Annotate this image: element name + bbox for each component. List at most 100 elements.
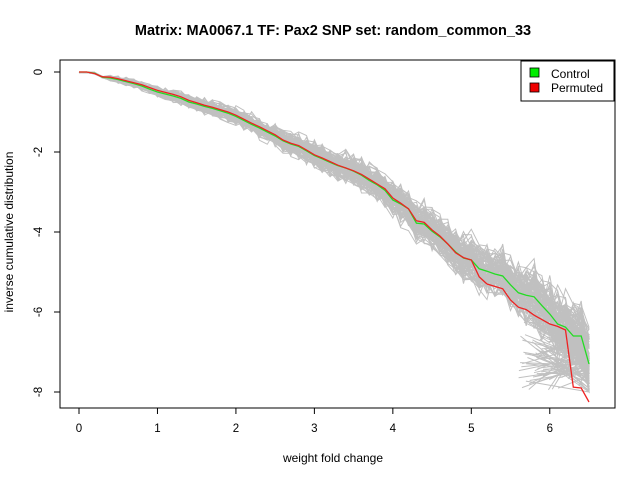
y-tick-label: -2 — [33, 147, 45, 157]
background-series-line — [79, 71, 590, 369]
background-series-line — [78, 71, 590, 364]
background-series-line — [78, 71, 590, 361]
background-series-line — [79, 71, 591, 359]
legend-label-permuted: Permuted — [551, 81, 603, 95]
x-tick-label: 5 — [468, 423, 474, 435]
background-series-line — [79, 71, 590, 394]
background-series-group — [78, 71, 591, 394]
background-series-line — [79, 71, 590, 369]
x-tick-label: 1 — [154, 423, 160, 435]
background-series-line — [78, 71, 590, 372]
background-series-line — [78, 71, 590, 394]
background-series-line — [78, 71, 590, 376]
x-tick-label: 4 — [390, 423, 397, 435]
background-series-line — [78, 71, 590, 370]
background-series-line — [78, 71, 590, 377]
background-series-line — [78, 71, 590, 373]
background-series-line — [78, 71, 590, 375]
series-line-control — [79, 71, 590, 365]
background-series-line — [78, 71, 590, 393]
y-axis: 0 -2 -4 -6 -8 — [33, 69, 61, 397]
background-series-line — [78, 72, 590, 390]
background-series-line — [78, 71, 590, 377]
background-series-line — [78, 71, 590, 378]
legend-swatch-permuted — [529, 82, 540, 93]
background-series-line — [79, 72, 590, 356]
x-tick-label: 6 — [547, 423, 553, 435]
background-series-line — [79, 71, 590, 365]
background-series-line — [79, 71, 590, 372]
x-tick-label: 2 — [233, 423, 239, 435]
background-series-line — [78, 72, 590, 367]
background-series-line — [78, 71, 590, 379]
background-series-line — [79, 71, 591, 361]
y-tick-label: -4 — [33, 226, 45, 237]
x-axis-label: weight fold change — [282, 451, 383, 465]
legend-box — [520, 60, 615, 102]
chart-title: Matrix: MA0067.1 TF: Pax2 SNP set: rando… — [135, 23, 531, 39]
background-series-line — [78, 71, 590, 364]
background-series-line — [78, 71, 590, 356]
y-tick-label: 0 — [33, 69, 45, 75]
background-series-line — [78, 71, 590, 378]
background-series-line — [78, 71, 590, 375]
background-series-line — [78, 71, 590, 385]
background-series-line — [78, 71, 590, 389]
background-series-line — [79, 71, 590, 373]
background-series-line — [78, 71, 590, 390]
background-series-line — [78, 71, 590, 384]
background-series-line — [78, 71, 590, 358]
background-series-line — [78, 71, 591, 385]
x-tick-label: 0 — [76, 423, 82, 435]
background-series-line — [78, 71, 590, 384]
background-series-line — [78, 71, 590, 369]
x-tick-label: 3 — [311, 423, 317, 435]
background-series-line — [79, 71, 590, 372]
legend-label-control: Control — [551, 67, 590, 81]
background-series-line — [78, 71, 590, 387]
background-series-line — [78, 71, 590, 367]
background-series-line — [78, 71, 590, 365]
background-series-line — [79, 71, 590, 381]
plot-frame — [59, 59, 616, 409]
background-series-line — [78, 71, 591, 390]
background-series-line — [79, 71, 590, 368]
background-series-line — [78, 71, 590, 371]
x-axis: 0 1 2 3 4 5 6 — [76, 407, 553, 435]
background-series-line — [78, 71, 590, 369]
background-series-line — [78, 71, 590, 369]
background-series-line — [78, 71, 590, 388]
background-series-line — [78, 71, 590, 366]
background-series-line — [79, 71, 590, 374]
background-series-line — [78, 71, 590, 379]
background-series-line — [78, 71, 590, 379]
background-series-line — [79, 71, 590, 368]
background-series-line — [78, 71, 590, 393]
background-series-line — [79, 71, 590, 362]
background-series-line — [79, 71, 590, 368]
background-series-line — [78, 71, 590, 367]
background-series-line — [79, 71, 590, 361]
background-series-line — [79, 71, 590, 378]
background-series-line — [78, 71, 590, 356]
background-series-line — [78, 71, 590, 363]
background-series-line — [79, 71, 590, 378]
legend-swatch-control — [529, 67, 540, 78]
background-series-line — [78, 71, 590, 365]
y-tick-label: -8 — [33, 387, 45, 397]
background-series-line — [78, 71, 590, 373]
background-series-line — [78, 71, 590, 380]
background-series-line — [78, 71, 590, 355]
background-series-line — [79, 71, 590, 372]
background-series-line — [78, 71, 590, 381]
background-series-line — [78, 71, 590, 390]
background-series-line — [78, 71, 590, 380]
background-series-line — [78, 71, 590, 357]
background-series-line — [78, 71, 590, 363]
series-line-permuted — [79, 71, 590, 403]
background-series-line — [78, 71, 590, 359]
background-series-line — [78, 71, 591, 375]
background-series-line — [79, 71, 590, 374]
background-series-line — [78, 71, 590, 381]
